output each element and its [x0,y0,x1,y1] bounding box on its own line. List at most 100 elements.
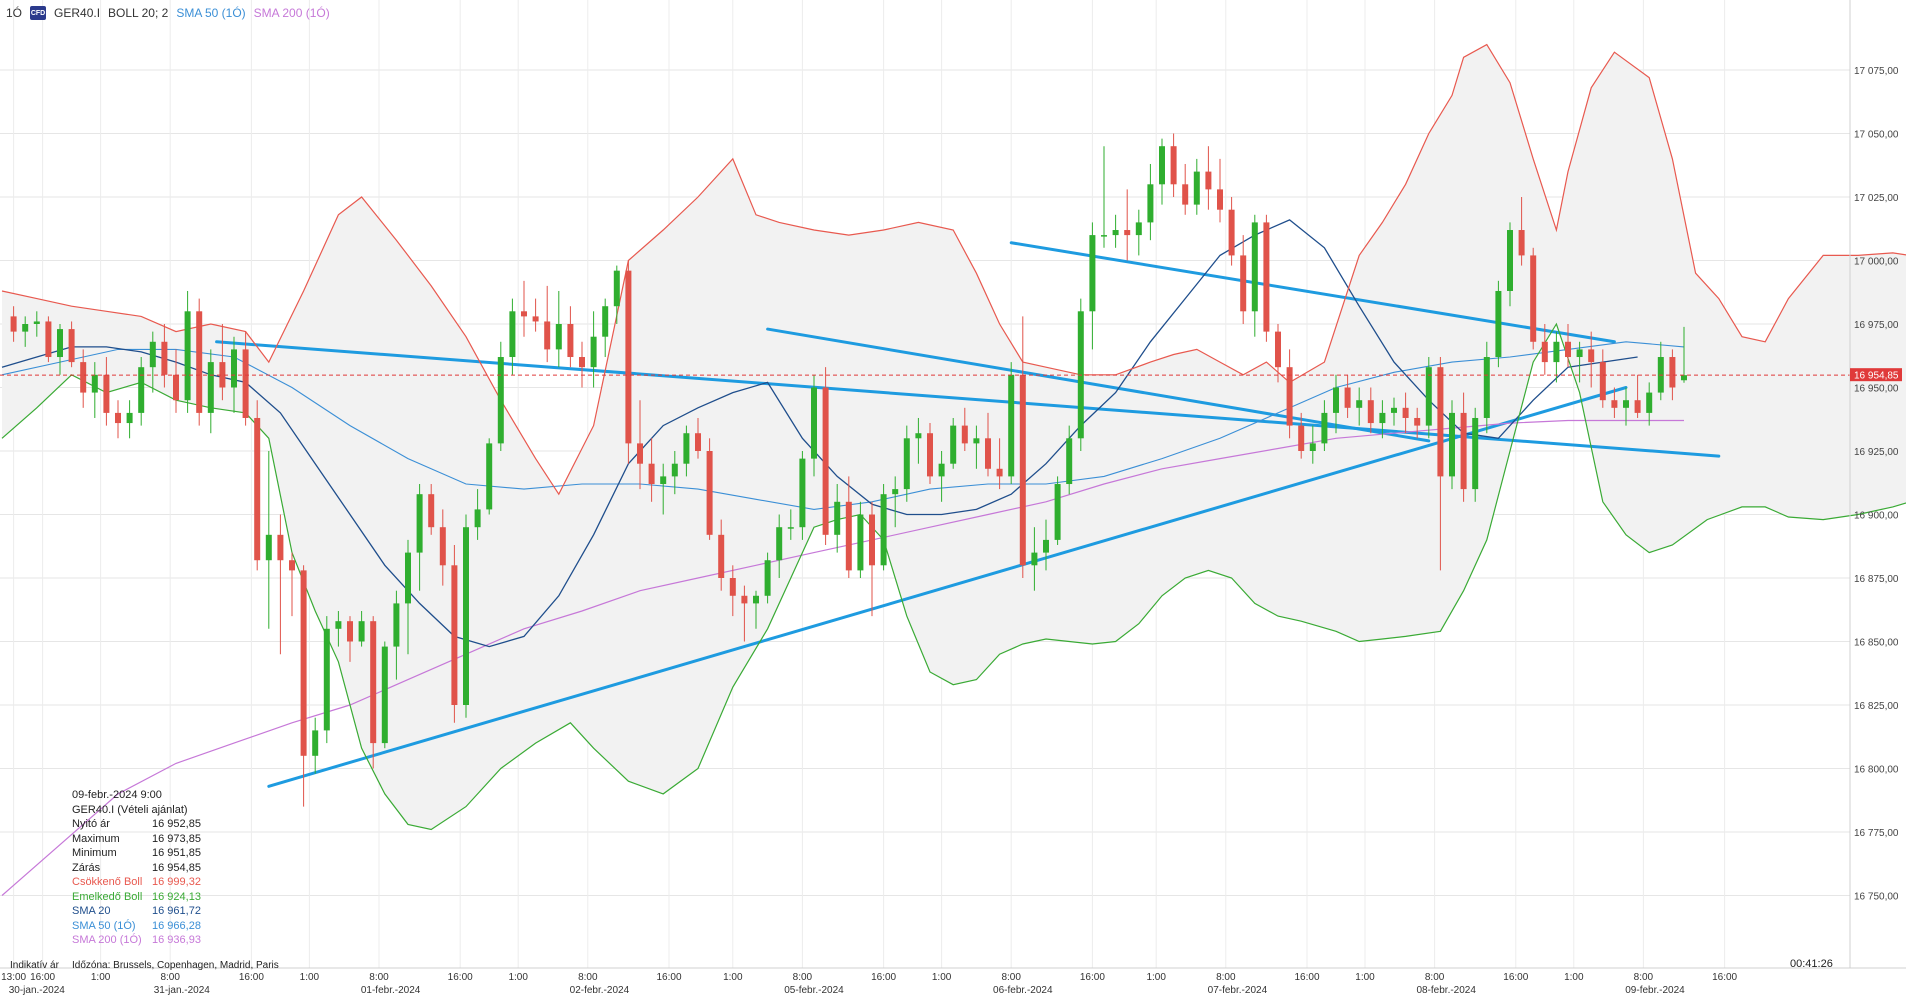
candle [753,590,759,629]
candle [1275,324,1281,383]
candle [625,260,632,464]
info-row-label: Csökkenő Boll [72,876,143,888]
candle [300,565,307,807]
candle [393,590,400,680]
info-row-value: 16 973,85 [152,832,201,845]
candle [544,285,551,363]
price-tick-label: 16 850,00 [1854,638,1899,649]
candle [1066,425,1073,495]
candle-body [1495,290,1502,358]
candle [671,451,678,495]
candle [509,298,516,375]
cfd-icon: CFD [30,6,47,20]
timezone-note: Időzóna: Brussels, Copenhagen, Madrid, P… [72,960,279,971]
candle [428,484,435,535]
candle [1298,412,1305,459]
candle [10,306,17,342]
candle [1309,425,1316,464]
trendline[interactable] [215,340,1721,458]
candle [312,717,319,774]
candle [996,438,1003,490]
candle-body [416,494,423,553]
candle [33,311,40,337]
candle [1634,374,1641,418]
sma20-line [1,219,1638,648]
candle-body [1333,387,1339,413]
price-tick-label: 16 875,00 [1854,574,1899,585]
candle-body [1193,171,1200,205]
candle-body [811,387,817,459]
candle-body [347,621,353,642]
candle-body [451,565,458,705]
candle-body [521,311,527,317]
candle-body [613,270,620,307]
candle [115,400,121,439]
candle-body [1472,417,1479,490]
candle [1669,349,1676,401]
candle-body [1588,349,1595,363]
info-row: SMA 50 (1Ó) 16 966,28 [72,919,201,934]
candle-body [207,362,214,413]
candle [915,417,922,464]
candle [1425,357,1432,439]
candle-body [393,603,400,647]
info-row-label: Maximum [72,832,120,845]
sma200-indicator-label[interactable]: SMA 200 (1Ó) [253,6,330,20]
candle-body [555,324,562,350]
candle [416,484,423,591]
candle [729,565,736,617]
candlesticks [10,133,1687,807]
price-axis[interactable]: 17 075,00 17 050,00 17 025,00 17 000,00 16 9… [1849,0,1899,968]
candle [1344,374,1351,418]
candle [1321,400,1328,451]
timeframe-label[interactable]: 1Ó [6,6,23,20]
date-tick-label: 06-febr.-2024 [993,985,1053,996]
candle-body [1309,443,1316,451]
candle-body [196,311,203,413]
trendline[interactable] [1009,241,1616,344]
candle-body [695,433,701,451]
sma200-line [1,419,1684,896]
candle-body [637,443,643,464]
info-row: Zárás 16 954,85 [72,861,201,876]
candle-body [1530,255,1537,342]
candle-body [68,329,75,363]
trendline[interactable] [267,386,1628,788]
candle-body [1634,400,1641,413]
candle-body [45,321,52,358]
candle-body [1565,341,1571,358]
candle [648,438,655,502]
candle-body [1298,425,1305,451]
candle [196,298,203,426]
symbol-label[interactable]: GER40.I [54,6,101,20]
candle [463,514,469,718]
candle-body [834,501,841,535]
candle [927,423,933,485]
candle-body [1379,412,1386,424]
candle-body [532,316,539,322]
trendline[interactable] [766,327,1431,443]
candle [1588,331,1595,388]
time-tick-label: 16:00 [30,972,55,983]
time-tick-label: 8:00 [1425,972,1445,983]
candle [1541,324,1548,375]
candle-body [161,341,168,375]
candle [590,311,597,388]
candle-body [729,578,736,596]
price-tick-label: 17 000,00 [1854,257,1899,268]
boll-indicator-label[interactable]: BOLL 20; 2 [108,6,169,20]
candle [1356,387,1363,426]
candle [787,509,794,540]
candle [1507,222,1513,307]
candle [1391,397,1397,426]
candle-body [242,349,249,418]
candle [1437,357,1444,571]
candle [1495,280,1502,368]
candle-body [1159,146,1165,185]
time-tick-label: 8:00 [1634,972,1654,983]
time-axis[interactable]: 13:00 16:00 1:00 8:00 16:00 1:00 8:00 16:00 1:00… [0,967,1906,996]
trendlines[interactable] [215,241,1721,788]
sma50-indicator-label[interactable]: SMA 50 (1Ó) [176,6,246,20]
candle-body [80,362,87,393]
